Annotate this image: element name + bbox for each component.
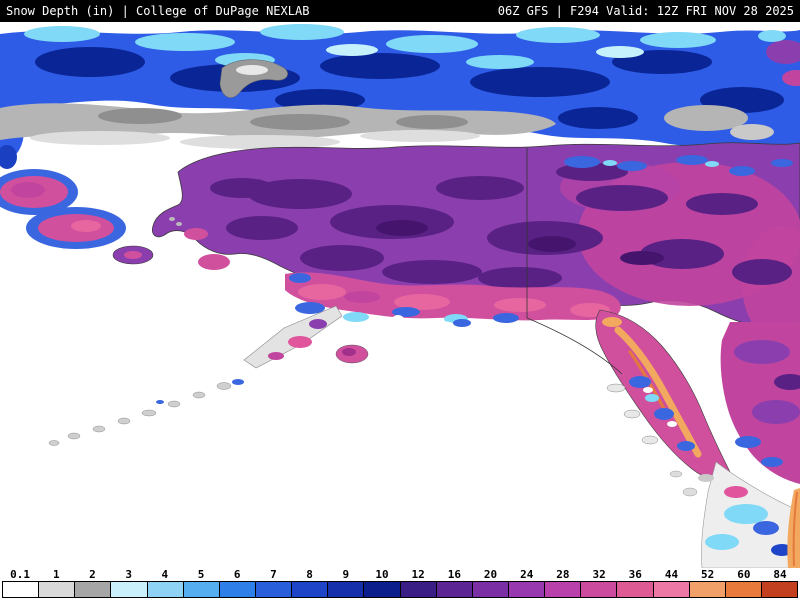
- russia-chukotka: [0, 169, 182, 265]
- colorbar-tick-label: 32: [592, 568, 606, 581]
- colorbar-segment: [3, 582, 40, 597]
- colorbar-tick-label: 60: [737, 568, 751, 581]
- colorbar-tick-label: 52: [701, 568, 715, 581]
- bc-coast: [669, 461, 800, 568]
- colorbar-segment: [147, 582, 184, 597]
- colorbar-tick-label: 0.1: [10, 568, 31, 581]
- colorbar-swatches: [2, 581, 798, 598]
- colorbar-tick-label: 12: [411, 568, 425, 581]
- alaska-panhandle: [595, 309, 800, 484]
- colorbar-tick-label: 16: [447, 568, 461, 581]
- colorbar-tick-label: 36: [628, 568, 642, 581]
- colorbar-tick-label: 10: [375, 568, 389, 581]
- colorbar-segment: [111, 582, 148, 597]
- colorbar-segment: [653, 582, 690, 597]
- colorbar-segment: [436, 582, 473, 597]
- colorbar-segment: [255, 582, 293, 597]
- colorbar-tick-label: 8: [306, 568, 313, 581]
- colorbar-segment: [219, 582, 256, 597]
- colorbar-segment: [581, 582, 618, 597]
- colorbar-segment: [183, 582, 220, 597]
- colorbar-segment: [472, 582, 509, 597]
- product-title: Snow Depth (in) | College of DuPage NEXL…: [6, 4, 310, 18]
- sea-ice-edge-band: [0, 103, 774, 149]
- snow-depth-map: [0, 22, 800, 568]
- colorbar-tick-label: 9: [342, 568, 350, 581]
- model-valid-time: 06Z GFS | F294 Valid: 12Z FRI NOV 28 202…: [497, 4, 794, 18]
- colorbar-segment: [725, 582, 762, 597]
- colorbar-segment: [761, 582, 798, 597]
- colorbar-segment: [508, 582, 546, 597]
- colorbar-segment: [689, 582, 726, 597]
- colorbar-tick-label: 7: [270, 568, 277, 581]
- colorbar-segment: [292, 582, 329, 597]
- colorbar-tick-label: 20: [483, 568, 498, 581]
- colorbar-segment: [545, 582, 582, 597]
- colorbar: 0.1 1 2 3 4 5 6 7 8 9 10 12 16 20 24 28 32 36 44 52 60 84: [0, 568, 800, 600]
- colorbar-segment: [75, 582, 112, 597]
- colorbar-segment: [364, 582, 401, 597]
- colorbar-tick-label: 1: [52, 568, 60, 581]
- colorbar-tick-label: 3: [125, 568, 132, 581]
- map-canvas: [0, 22, 800, 568]
- colorbar-tick-label: 44: [664, 568, 679, 581]
- colorbar-labels: 0.1 1 2 3 4 5 6 7 8 9 10 12 16 20 24 28 32 36 44 52 60 84: [0, 568, 800, 581]
- colorbar-segment: [400, 582, 437, 597]
- alaska-landmass: [151, 142, 800, 342]
- colorbar-tick-label: 24: [520, 568, 534, 581]
- colorbar-segment: [617, 582, 654, 597]
- title-bar: Snow Depth (in) | College of DuPage NEXL…: [0, 0, 800, 22]
- colorbar-segment: [328, 582, 365, 597]
- aleutian-islands: [48, 305, 369, 446]
- political-borders: [526, 148, 623, 375]
- colorbar-tick-label: 4: [161, 568, 169, 581]
- colorbar-segment: [39, 582, 76, 597]
- colorbar-tick-label: 28: [556, 568, 570, 581]
- colorbar-tick-label: 6: [233, 568, 241, 581]
- colorbar-tick-label: 84: [773, 568, 787, 581]
- colorbar-tick-label: 2: [89, 568, 96, 581]
- colorbar-tick-label: 5: [197, 568, 205, 581]
